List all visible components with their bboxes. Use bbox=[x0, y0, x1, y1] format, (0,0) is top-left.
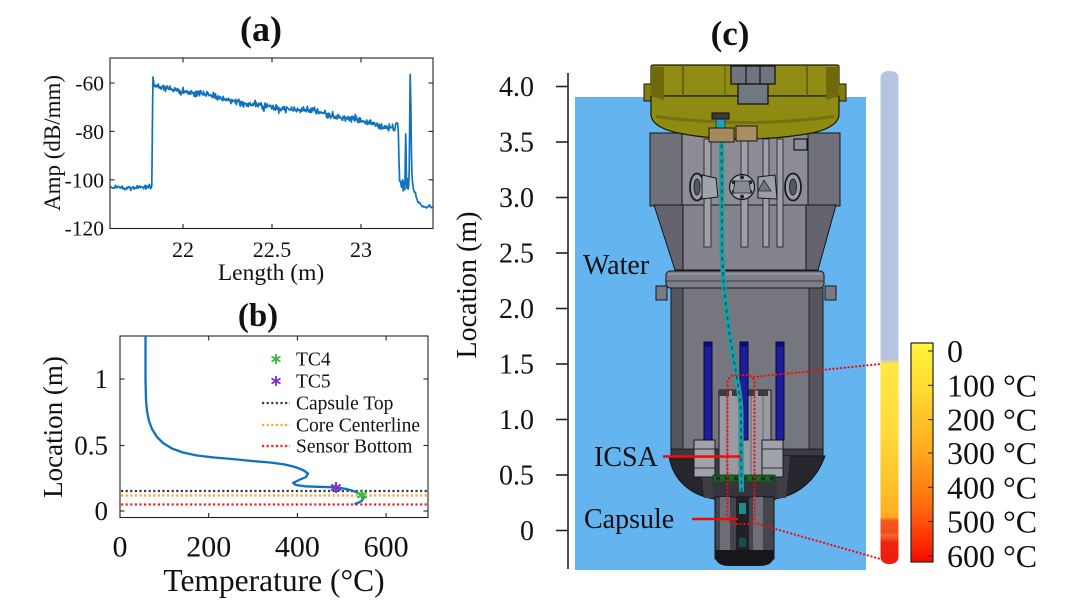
svg-text:500 °C: 500 °C bbox=[947, 504, 1037, 540]
svg-text:100 °C: 100 °C bbox=[947, 367, 1037, 403]
svg-text:Temperature (°C): Temperature (°C) bbox=[163, 563, 384, 598]
svg-text:Capsule: Capsule bbox=[584, 504, 674, 535]
svg-text:400: 400 bbox=[275, 531, 320, 564]
svg-text:Location (m): Location (m) bbox=[452, 212, 483, 359]
svg-text:-80: -80 bbox=[75, 120, 104, 144]
svg-text:(b): (b) bbox=[238, 298, 278, 334]
svg-text:1: 1 bbox=[95, 364, 109, 394]
svg-text:Sensor Bottom: Sensor Bottom bbox=[296, 437, 412, 458]
svg-text:Amp (dB/mm): Amp (dB/mm) bbox=[40, 75, 65, 211]
svg-text:(c): (c) bbox=[711, 14, 750, 53]
svg-text:-120: -120 bbox=[65, 217, 104, 241]
svg-text:1.0: 1.0 bbox=[499, 405, 534, 436]
svg-text:0: 0 bbox=[520, 516, 534, 547]
svg-text:2.0: 2.0 bbox=[499, 294, 534, 325]
svg-text:300 °C: 300 °C bbox=[947, 435, 1037, 471]
svg-text:ICSA: ICSA bbox=[594, 442, 659, 473]
svg-text:3.0: 3.0 bbox=[499, 183, 534, 214]
svg-text:2.5: 2.5 bbox=[499, 239, 534, 270]
svg-text:22: 22 bbox=[172, 237, 194, 262]
svg-text:Length (m): Length (m) bbox=[218, 260, 324, 286]
svg-text:-100: -100 bbox=[65, 168, 104, 192]
svg-text:TC4: TC4 bbox=[296, 350, 331, 371]
svg-text:TC5: TC5 bbox=[296, 372, 331, 393]
svg-text:-60: -60 bbox=[75, 72, 104, 96]
svg-text:0: 0 bbox=[947, 333, 963, 369]
svg-text:200 °C: 200 °C bbox=[947, 402, 1037, 438]
svg-text:0.5: 0.5 bbox=[499, 461, 534, 492]
svg-text:200: 200 bbox=[186, 531, 231, 564]
svg-text:Capsule Top: Capsule Top bbox=[296, 394, 393, 415]
svg-text:0: 0 bbox=[95, 496, 109, 526]
svg-text:0.5: 0.5 bbox=[74, 431, 108, 461]
svg-text:Core Centerline: Core Centerline bbox=[296, 416, 420, 437]
svg-text:23: 23 bbox=[350, 237, 372, 262]
svg-text:0: 0 bbox=[113, 531, 128, 564]
svg-text:4.0: 4.0 bbox=[499, 72, 534, 103]
svg-text:3.5: 3.5 bbox=[499, 128, 534, 159]
svg-text:600: 600 bbox=[364, 531, 409, 564]
svg-text:1.5: 1.5 bbox=[499, 350, 534, 381]
svg-text:22.5: 22.5 bbox=[253, 237, 292, 262]
svg-text:Water: Water bbox=[583, 250, 650, 281]
svg-text:400 °C: 400 °C bbox=[947, 469, 1037, 505]
svg-text:(a): (a) bbox=[240, 9, 282, 49]
svg-text:600 °C: 600 °C bbox=[947, 538, 1037, 574]
svg-text:Location (m): Location (m) bbox=[38, 356, 68, 498]
